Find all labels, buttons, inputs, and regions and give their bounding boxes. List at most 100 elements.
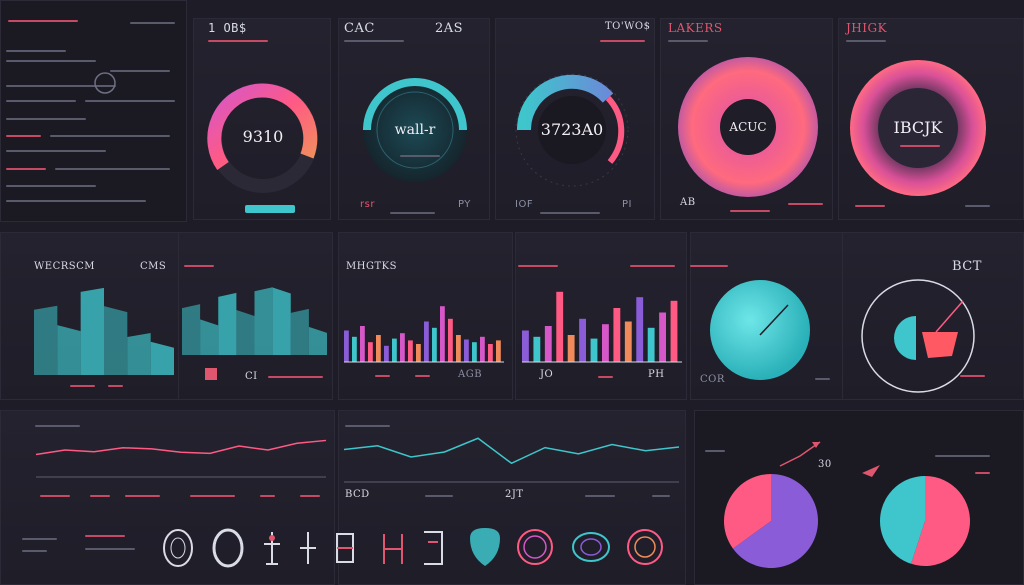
area-segment — [218, 292, 237, 355]
area-segment — [150, 341, 174, 375]
line1-tick — [90, 495, 110, 497]
bar — [352, 336, 357, 362]
area-segment — [272, 287, 291, 355]
gauge1-header: 1 OB$ — [208, 21, 247, 35]
mid6-header-right: BCT — [952, 259, 982, 274]
icon-strip-label — [85, 548, 135, 550]
area-segment — [308, 326, 327, 355]
list-line — [6, 100, 76, 102]
swirl-icon-3[interactable] — [624, 526, 666, 568]
pie-slice — [732, 474, 818, 568]
area-segment — [104, 306, 128, 375]
bracket-icon-2[interactable] — [420, 528, 446, 568]
bar — [424, 321, 429, 362]
bar — [464, 339, 469, 362]
gauge3-footer-mid — [540, 212, 600, 214]
list-line — [130, 22, 175, 24]
gauge4-header: LAKERS — [668, 21, 723, 35]
bar — [590, 338, 598, 362]
bar — [579, 318, 586, 362]
swirl-icon-2[interactable] — [570, 526, 612, 568]
figure-icon-3[interactable] — [333, 528, 357, 568]
bar — [440, 306, 445, 362]
bar — [567, 335, 575, 362]
gauge4-subheader — [668, 40, 708, 42]
pie2-pointer — [862, 465, 880, 477]
figure-icon-1[interactable] — [258, 528, 286, 568]
gauge5-subheader — [846, 40, 886, 42]
mid2-legend-red — [205, 368, 217, 380]
gauge1-progress-bar — [245, 205, 295, 213]
mid2-footer-right — [268, 376, 323, 378]
pie1-label-left — [705, 450, 725, 452]
list-line — [110, 70, 170, 72]
gauge4-value: ACUC — [728, 120, 766, 134]
bar — [432, 327, 437, 362]
list-line — [85, 100, 175, 102]
mid4-title — [518, 265, 558, 267]
bar — [448, 318, 453, 362]
bar — [472, 342, 477, 362]
line1-tick — [190, 495, 235, 497]
gauge5-footer-right — [965, 205, 990, 207]
area-chart-2 — [182, 287, 327, 355]
bar — [624, 321, 632, 362]
mid6-footer — [960, 375, 985, 377]
mid-panel-4 — [515, 232, 687, 400]
bar — [408, 340, 413, 362]
bar-chart-2 — [522, 291, 682, 363]
list-line — [6, 60, 96, 62]
bar-chart-1 — [344, 306, 504, 363]
bar — [368, 342, 373, 362]
circle-icon-2[interactable] — [210, 528, 246, 568]
small-ring-icon — [94, 72, 116, 94]
line-series — [343, 437, 680, 465]
mid3-footer-mid — [415, 375, 430, 377]
list-line — [6, 135, 41, 137]
bar — [400, 333, 405, 362]
line1-tick — [260, 495, 275, 497]
pie-slice — [724, 474, 771, 549]
split-ring-chart — [861, 279, 975, 393]
line2-label-1: BCD — [345, 489, 370, 500]
bracket-icon[interactable] — [378, 530, 408, 568]
gauge2-caption — [400, 155, 440, 157]
gauge5-footer-left — [855, 205, 885, 207]
bar — [360, 326, 365, 362]
mid1-subtitle: CMS — [140, 261, 167, 272]
mid2-footer-left: CI — [245, 371, 258, 382]
pie-slice — [880, 476, 925, 564]
mid-panel-3 — [338, 232, 513, 400]
mid3-footer-left — [375, 375, 390, 377]
bar — [647, 327, 655, 362]
pie1-label: 30 — [818, 459, 832, 470]
list-line — [6, 200, 146, 202]
mid4-subtitle — [630, 265, 675, 267]
mid1-title: WECRSCM — [34, 261, 95, 272]
bar — [533, 336, 541, 362]
gauge-disc-4: ACUC — [678, 57, 818, 197]
mid5-footer-right — [815, 378, 830, 380]
list-line — [6, 168, 46, 170]
line2-label-4: 2JT — [505, 489, 524, 500]
gauge-disc-5: IBCJK — [850, 60, 986, 196]
line2-label-5 — [585, 495, 615, 497]
teal-blob-icon[interactable] — [466, 526, 504, 568]
swirl-icon-1[interactable] — [514, 526, 556, 568]
circle-icon-1[interactable] — [160, 528, 196, 568]
gauge2-footer-mid — [390, 212, 435, 214]
icon-strip-label — [22, 550, 47, 552]
gauge-ring-3: 3723A0 — [515, 73, 629, 187]
pie-chart-1 — [724, 474, 818, 568]
gauge5-header: JHIGK — [846, 21, 888, 35]
figure-icon-2[interactable] — [296, 528, 320, 568]
mid1-footer-right — [108, 385, 123, 387]
line-chart-1 — [35, 439, 327, 478]
bar — [416, 344, 421, 362]
mid5-footer-left: COR — [700, 374, 725, 385]
bar — [659, 312, 666, 362]
bottom-line-panel-2 — [338, 410, 686, 585]
gauge4-footer-left: AB — [680, 197, 696, 208]
gauge-ring-2: wall-r — [363, 78, 467, 182]
teal-disc — [710, 280, 810, 380]
